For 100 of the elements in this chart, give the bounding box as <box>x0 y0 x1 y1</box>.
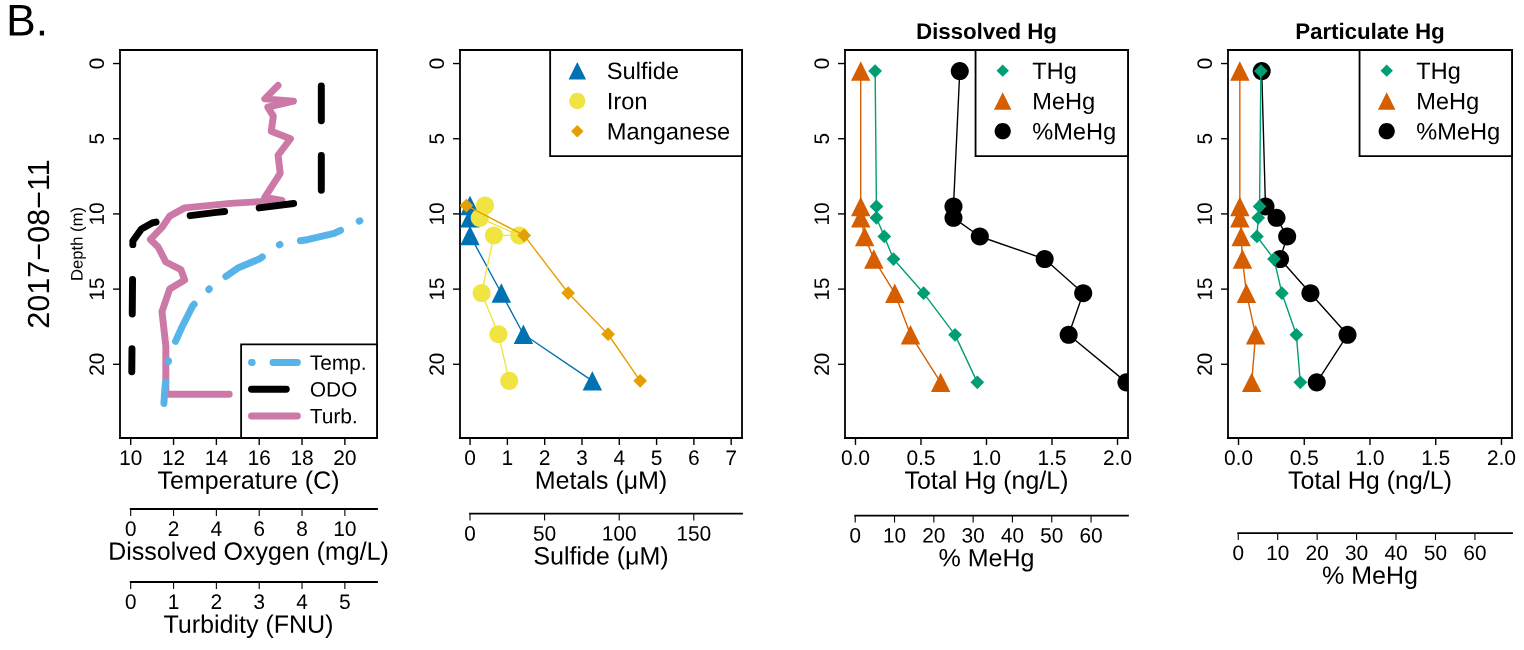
legend-label: %MeHg <box>1033 123 1115 145</box>
x2-tick-label: 100 <box>603 526 636 541</box>
y-tick-label: 0 <box>89 58 105 69</box>
y-tick-label: 0 <box>814 58 830 69</box>
point <box>869 199 884 214</box>
x-tick-label: 0.0 <box>841 450 870 466</box>
x2-tick-label: 0 <box>1233 545 1244 561</box>
x2-tick-label: 20 <box>1306 545 1328 561</box>
y-tick-label: 10 <box>89 203 105 224</box>
point <box>1230 61 1250 81</box>
y-tick-label: 15 <box>1197 278 1213 300</box>
legend-label: MeHg <box>1418 92 1478 115</box>
x-axis-title: Total Hg (ng/L) <box>1288 470 1451 494</box>
y-tick-label: 5 <box>89 133 105 144</box>
x2-axis-title: % MeHg <box>939 548 1033 572</box>
x-tick-label: 0.5 <box>1290 450 1318 466</box>
x-tick-label: 0.0 <box>1224 450 1253 466</box>
x-tick-label: 4 <box>613 450 625 465</box>
point <box>886 252 901 266</box>
x-tick-label: 2.0 <box>1488 450 1516 466</box>
point <box>489 325 508 344</box>
point <box>1250 229 1264 244</box>
x2-tick-label: 10 <box>884 527 906 543</box>
point <box>601 327 615 342</box>
point <box>1275 286 1289 301</box>
legend-label: THg <box>1032 62 1076 84</box>
x2-tick-label: 50 <box>533 526 556 541</box>
legend-label: Temp. <box>310 355 365 375</box>
x-tick-label: 7 <box>726 450 736 465</box>
x-axis-title: Turbidity (FNU) <box>164 614 332 638</box>
legend-label: ODO <box>310 382 357 397</box>
point <box>1252 199 1267 214</box>
point <box>1231 226 1251 247</box>
legend-label: %MeHg <box>1417 123 1499 145</box>
point <box>470 208 489 227</box>
x-tick-label: 4 <box>296 594 308 609</box>
x2-tick-label: 150 <box>678 526 711 541</box>
point <box>900 325 921 345</box>
legend-label: Iron <box>608 92 646 110</box>
y-tick-label: 20 <box>89 353 105 375</box>
point <box>484 226 503 245</box>
x2-tick-label: 6 <box>254 521 265 537</box>
x2-tick-label: 2 <box>168 521 179 536</box>
point <box>1245 325 1266 345</box>
x2-tick-label: 60 <box>1464 545 1486 561</box>
point <box>916 286 931 301</box>
x-tick-label: 0.5 <box>907 450 935 466</box>
x2-tick-label: 10 <box>1267 545 1289 561</box>
x-tick-label: 1.0 <box>973 450 1001 466</box>
x-tick-label: 5 <box>339 594 350 610</box>
point <box>517 228 532 243</box>
x-tick-label: 1.5 <box>1422 450 1450 466</box>
legend-label: Turb. <box>310 408 356 424</box>
x2-tick-label: 30 <box>962 527 984 543</box>
point <box>633 373 648 388</box>
x-tick-label: 20 <box>334 450 356 466</box>
x-tick-label: 10 <box>120 450 142 466</box>
chart-title: Particulate Hg <box>1296 22 1444 44</box>
x-tick-label: 2.0 <box>1104 450 1132 466</box>
x2-tick-label: 50 <box>1424 545 1447 561</box>
x-tick-label: 1.5 <box>1039 450 1066 466</box>
y-tick-label: 20 <box>814 353 830 375</box>
x-tick-label: 18 <box>292 450 313 466</box>
legend-label: Sulfide <box>607 61 678 80</box>
legend-label: Manganese <box>608 123 730 145</box>
y-tick-label: 10 <box>429 203 445 224</box>
x-tick-label: 5 <box>651 450 662 466</box>
x2-axis-title: % MeHg <box>1322 566 1417 589</box>
point <box>970 375 985 390</box>
legend-label: MeHg <box>1034 92 1094 115</box>
point <box>877 229 892 244</box>
y-tick-label: 0 <box>429 58 445 69</box>
x-axis-title: Metals (μM) <box>536 470 666 494</box>
x-tick-label: 16 <box>249 450 270 466</box>
x-tick-label: 3 <box>576 450 587 466</box>
x2-tick-label: 0 <box>465 526 475 541</box>
point <box>1293 375 1308 390</box>
x-axis-title: Total Hg (ng/L) <box>905 470 1067 494</box>
y-tick-label: 5 <box>429 133 445 144</box>
x-tick-label: 6 <box>689 450 699 466</box>
x-tick-label: 1 <box>169 594 179 609</box>
point <box>885 283 905 303</box>
y-tick-label: 5 <box>1197 133 1213 144</box>
x-tick-label: 2 <box>211 594 222 609</box>
point <box>1241 372 1262 393</box>
x-tick-label: 0 <box>125 594 136 610</box>
point <box>472 284 491 303</box>
x-tick-label: 0 <box>465 450 476 466</box>
x-tick-label: 12 <box>163 450 185 465</box>
x-tick-label: 2 <box>539 450 550 465</box>
point <box>864 249 884 269</box>
point <box>869 210 884 225</box>
y-tick-label: 10 <box>1197 203 1213 224</box>
point <box>1251 210 1266 225</box>
x2-tick-label: 0 <box>125 521 136 537</box>
point <box>868 64 883 78</box>
y-tick-label: 20 <box>429 353 445 375</box>
x-tick-label: 1 <box>503 450 513 465</box>
legend-label: THg <box>1416 62 1460 84</box>
y-tick-label: 15 <box>429 278 445 300</box>
